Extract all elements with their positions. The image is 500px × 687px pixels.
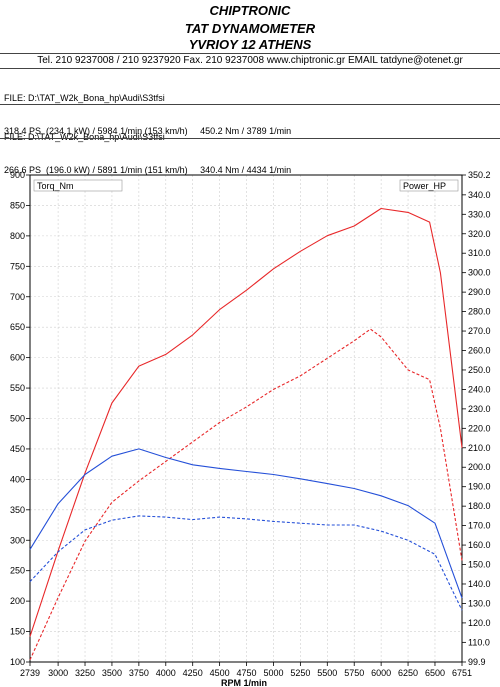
contact-line: Tel. 210 9237008 / 210 9237920 Fax. 210 … xyxy=(37,55,463,66)
x-tick-label: 3500 xyxy=(102,668,122,678)
dyno-chart: 900 850 800 750 700 650 600 550 500 450 400 350 300 2… xyxy=(10,170,491,687)
x-tick-label: 5250 xyxy=(290,668,310,678)
x-tick-label: 3750 xyxy=(129,668,149,678)
y-left-tick-label: 300 xyxy=(10,535,25,545)
y-right-tick-label: 220.0 xyxy=(468,423,491,433)
x-tick-label: 6250 xyxy=(398,668,418,678)
power-curve-solid xyxy=(29,207,463,637)
y-left-tick-label: 750 xyxy=(10,261,25,271)
x-tick-label: 2739 xyxy=(20,668,40,678)
x-tick-label: 4250 xyxy=(183,668,203,678)
left-axis-label: Torq_Nm xyxy=(37,181,74,191)
y-left-tick-label: 650 xyxy=(10,322,25,332)
y-right-tick-label: 330.0 xyxy=(468,209,491,219)
divider xyxy=(0,68,500,69)
y-right-tick-label: 180.0 xyxy=(468,501,491,511)
y-right-tick-label: 270.0 xyxy=(468,326,491,336)
y-left-tick-label: 350 xyxy=(10,505,25,515)
y-right-tick-label: 190.0 xyxy=(468,482,491,492)
y-right-tick-label: 340.0 xyxy=(468,190,491,200)
y-left-tick-label: 200 xyxy=(10,596,25,606)
y-left-tick-label: 400 xyxy=(10,474,25,484)
torque-curve-solid xyxy=(29,448,463,599)
company-name: CHIPTRONIC xyxy=(209,3,291,18)
y-left-tick-label: 800 xyxy=(10,231,25,241)
y-left-tick-label: 150 xyxy=(10,627,25,637)
y-right-tick-label: 140.0 xyxy=(468,579,491,589)
y-right-tick-label: 99.9 xyxy=(468,657,486,667)
y-left-tick-label: 450 xyxy=(10,444,25,454)
x-tick-label: 6000 xyxy=(371,668,391,678)
y-right-tick-label: 210.0 xyxy=(468,443,491,453)
right-axis-label-box xyxy=(399,179,459,192)
y-right-tick-label: 230.0 xyxy=(468,404,491,414)
x-tick-label: 4000 xyxy=(156,668,176,678)
x-tick-label: 4500 xyxy=(210,668,230,678)
left-axis-label-box xyxy=(33,179,123,192)
file-summary-1: FILE: D:\TAT_W2k_Bona_hp\Audi\S3tfsi 318… xyxy=(4,71,291,148)
y-right-tick-label: 150.0 xyxy=(468,560,491,570)
x-tick-label: 5500 xyxy=(317,668,337,678)
divider xyxy=(0,53,500,54)
y-right-tick-label: 130.0 xyxy=(468,598,491,608)
y-right-tick-label: 300.0 xyxy=(468,268,491,278)
y-left-tick-label: 100 xyxy=(10,657,25,667)
y-right-tick-label: 280.0 xyxy=(468,307,491,317)
torque-curve-dashed xyxy=(29,515,463,611)
y-right-tick-label: 240.0 xyxy=(468,384,491,394)
y-right-tick-label: 290.0 xyxy=(468,287,491,297)
power-curve-dashed xyxy=(29,328,463,661)
right-axis-label: Power_HP xyxy=(403,181,446,191)
report-title: TAT DYNAMOMETER xyxy=(184,21,316,36)
divider xyxy=(0,138,500,139)
y-left-tick-label: 900 xyxy=(10,170,25,180)
y-left-tick-label: 250 xyxy=(10,566,25,576)
plot-frame xyxy=(29,174,463,663)
y-left-tick-label: 700 xyxy=(10,292,25,302)
y-right-tick-label: 250.0 xyxy=(468,365,491,375)
y-right-tick-label: 120.0 xyxy=(468,618,491,628)
y-right-tick-label: 320.0 xyxy=(468,229,491,239)
divider xyxy=(0,104,500,105)
x-tick-label: 4750 xyxy=(237,668,257,678)
address: YVRIOY 12 ATHENS xyxy=(188,37,312,52)
y-right-tick-label: 350.2 xyxy=(468,170,491,180)
y-left-tick-label: 850 xyxy=(10,200,25,210)
y-right-tick-label: 110.0 xyxy=(468,637,490,647)
x-tick-label: 3250 xyxy=(75,668,95,678)
x-tick-label: 5000 xyxy=(263,668,283,678)
x-tick-label: 6500 xyxy=(425,668,445,678)
file-summary-2: FILE: D:\TAT_W2k_Bona_hp\Audi\S3tfsi 266… xyxy=(4,110,291,187)
x-axis-label: RPM 1/min xyxy=(221,678,267,687)
x-tick-label: 3000 xyxy=(48,668,68,678)
y-left-tick-label: 500 xyxy=(10,414,25,424)
file-path-2: FILE: D:\TAT_W2k_Bona_hp\Audi\S3tfsi xyxy=(4,132,165,142)
y-right-tick-label: 200.0 xyxy=(468,462,491,472)
y-right-tick-label: 160.0 xyxy=(468,540,491,550)
y-right-tick-label: 310.0 xyxy=(468,248,491,258)
y-right-tick-label: 170.0 xyxy=(468,521,491,531)
x-tick-label: 6751 xyxy=(452,668,472,678)
y-left-tick-label: 550 xyxy=(10,383,25,393)
file-result-1: 318.4 PS (234.1 kW) / 5984 1/min (153 km… xyxy=(4,126,292,136)
x-tick-label: 5750 xyxy=(344,668,364,678)
file-result-2: 266.6 PS (196.0 kW) / 5891 1/min (151 km… xyxy=(4,165,292,175)
y-right-tick-label: 260.0 xyxy=(468,345,491,355)
y-left-tick-label: 600 xyxy=(10,353,25,363)
file-path-1: FILE: D:\TAT_W2k_Bona_hp\Audi\S3tfsi xyxy=(4,93,165,103)
